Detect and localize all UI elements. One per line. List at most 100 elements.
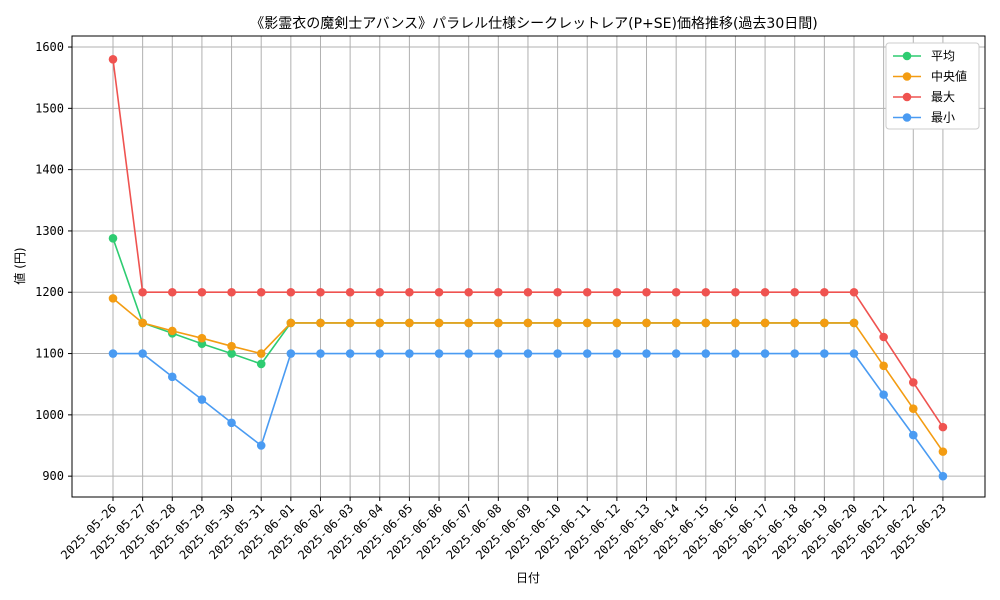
data-point: [701, 318, 711, 328]
legend-label: 最小: [931, 111, 955, 125]
data-point: [760, 287, 770, 297]
data-point: [494, 318, 503, 328]
data-point: [731, 287, 740, 297]
data-point: [612, 287, 622, 297]
data-point: [790, 318, 800, 328]
data-point: [849, 318, 859, 328]
data-point: [760, 318, 770, 328]
legend-label: 平均: [931, 49, 955, 63]
data-point: [286, 318, 296, 328]
data-point: [523, 287, 533, 297]
data-point: [256, 359, 266, 369]
data-point: [256, 349, 266, 358]
data-point: [286, 287, 296, 297]
data-point: [820, 287, 829, 297]
plot-frame: [71, 35, 986, 498]
data-point: [642, 349, 651, 358]
data-point: [227, 341, 236, 351]
data-point: [316, 349, 325, 358]
data-point: [167, 372, 177, 382]
series-line-0: [112, 238, 854, 365]
data-point: [849, 287, 859, 297]
data-point: [938, 422, 948, 432]
data-point: [227, 287, 236, 297]
data-point: [582, 287, 592, 297]
data-point: [849, 349, 859, 358]
grid-lines: [72, 36, 985, 497]
data-point: [138, 287, 147, 297]
data-point: [464, 287, 473, 297]
data-point: [256, 441, 266, 450]
data-point: [108, 349, 118, 358]
data-point: [345, 287, 355, 297]
data-point: [938, 471, 948, 481]
data-point: [731, 318, 740, 328]
legend-marker: [902, 51, 912, 61]
data-point: [375, 318, 385, 328]
y-tick-label: 1500: [35, 101, 64, 115]
data-point: [494, 349, 503, 358]
data-point: [197, 287, 207, 297]
data-point: [523, 318, 533, 328]
data-point: [671, 287, 681, 297]
data-point: [612, 318, 622, 328]
data-point: [671, 318, 681, 328]
legend-label: 最大: [931, 90, 955, 104]
data-point: [108, 234, 118, 243]
data-point: [197, 333, 207, 343]
data-point: [879, 361, 888, 371]
data-point: [434, 349, 444, 358]
data-point: [820, 349, 829, 358]
legend-marker: [902, 72, 912, 81]
y-axis: 900 1000 1100 1200 1300 1400 1500 1600: [35, 40, 72, 483]
data-point: [908, 404, 918, 414]
data-point: [642, 287, 651, 297]
data-point: [316, 287, 325, 297]
data-point: [167, 287, 177, 297]
x-axis: 2025-05-262025-05-272025-05-282025-05-29…: [58, 497, 949, 562]
series-group: [108, 54, 948, 481]
legend-marker: [902, 92, 912, 102]
data-point: [494, 287, 503, 297]
y-tick-label: 1300: [35, 224, 64, 238]
data-point: [820, 318, 829, 328]
data-point: [938, 447, 948, 456]
legend-label: 中央値: [931, 69, 967, 84]
data-point: [434, 287, 444, 297]
data-point: [553, 318, 562, 328]
y-tick-label: 1200: [35, 285, 64, 299]
y-tick-label: 1600: [35, 40, 64, 54]
y-tick-label: 900: [42, 469, 64, 483]
data-point: [582, 349, 592, 358]
data-point: [523, 349, 533, 358]
data-point: [197, 395, 207, 404]
data-point: [464, 318, 473, 328]
data-point: [167, 326, 177, 336]
data-point: [790, 287, 800, 297]
x-axis-label: 日付: [516, 571, 540, 585]
data-point: [879, 332, 888, 342]
data-point: [227, 418, 236, 428]
legend-box: [885, 42, 980, 130]
data-point: [108, 54, 118, 64]
chart-title: 《影霊衣の魔剣士アバンス》パラレル仕様シークレットレア(P+SE)価格推移(過去…: [250, 16, 817, 32]
data-point: [642, 318, 651, 328]
data-point: [345, 349, 355, 358]
data-point: [879, 390, 888, 399]
data-point: [227, 349, 236, 358]
data-point: [405, 349, 414, 358]
data-point: [256, 287, 266, 297]
data-point: [790, 349, 800, 358]
data-point: [375, 287, 385, 297]
legend-marker: [902, 113, 912, 122]
data-point: [731, 349, 740, 358]
data-point: [464, 349, 473, 358]
data-point: [908, 378, 918, 387]
data-point: [138, 318, 147, 328]
y-tick-label: 1400: [35, 163, 64, 177]
data-point: [375, 349, 385, 358]
data-point: [405, 318, 414, 328]
data-point: [671, 349, 681, 358]
data-point: [345, 318, 355, 328]
